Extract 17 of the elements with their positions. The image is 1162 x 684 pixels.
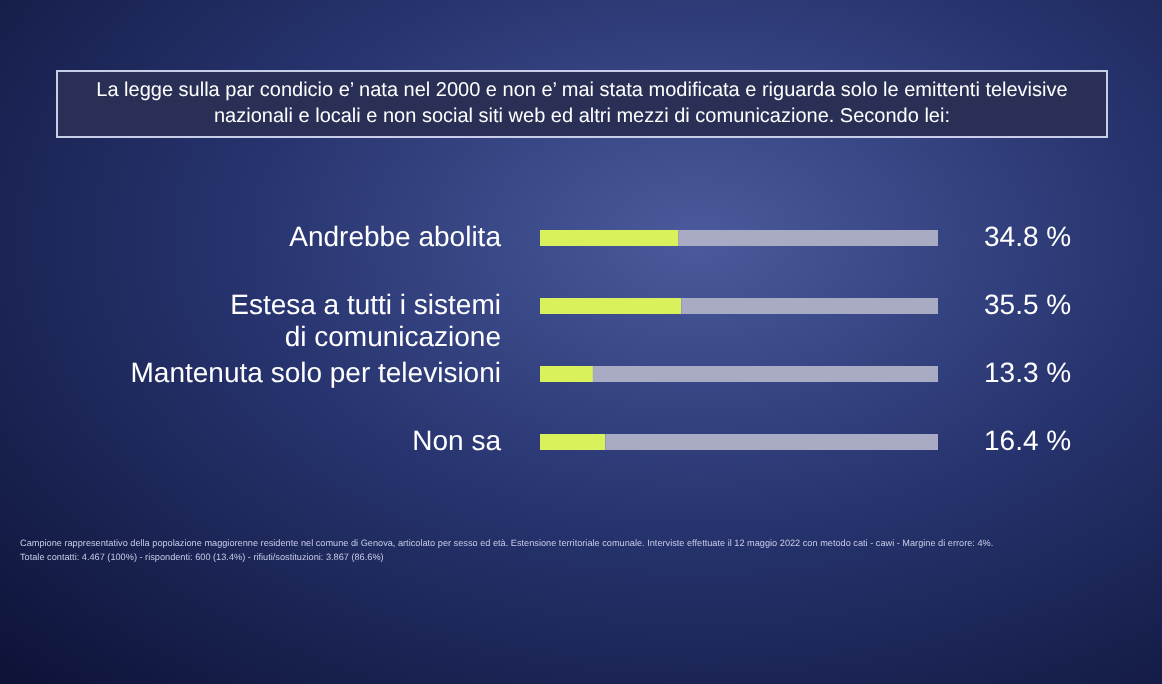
y-tick-label: Non sa: [412, 424, 502, 456]
bar: [540, 230, 679, 246]
data-label: 34.8 %: [984, 220, 1072, 252]
y-tick-label: Mantenuta solo per televisioni: [130, 356, 501, 388]
bar: [592, 366, 938, 382]
data-label: 16.4 %: [984, 424, 1072, 456]
bar: [605, 434, 938, 450]
data-label: 35.5 %: [984, 288, 1072, 320]
bar: [681, 298, 938, 314]
bar: [678, 230, 938, 246]
y-tick-label: Andrebbe abolita: [289, 220, 502, 252]
data-label: 13.3 %: [984, 356, 1072, 388]
bar: [540, 298, 682, 314]
y-tick-label: Estesa a tutti i sistemi di comunicazione: [230, 288, 502, 352]
chart-title: La legge sulla par condicio e’ nata nel 2000 e non e’ mai stata modificata e riguarda solo le emittenti televisive nazionali e locali e non social siti web ed altri mezzi di comunicazione. Secondo lei:: [56, 70, 1108, 138]
bar: [540, 366, 593, 382]
bar: [540, 434, 606, 450]
